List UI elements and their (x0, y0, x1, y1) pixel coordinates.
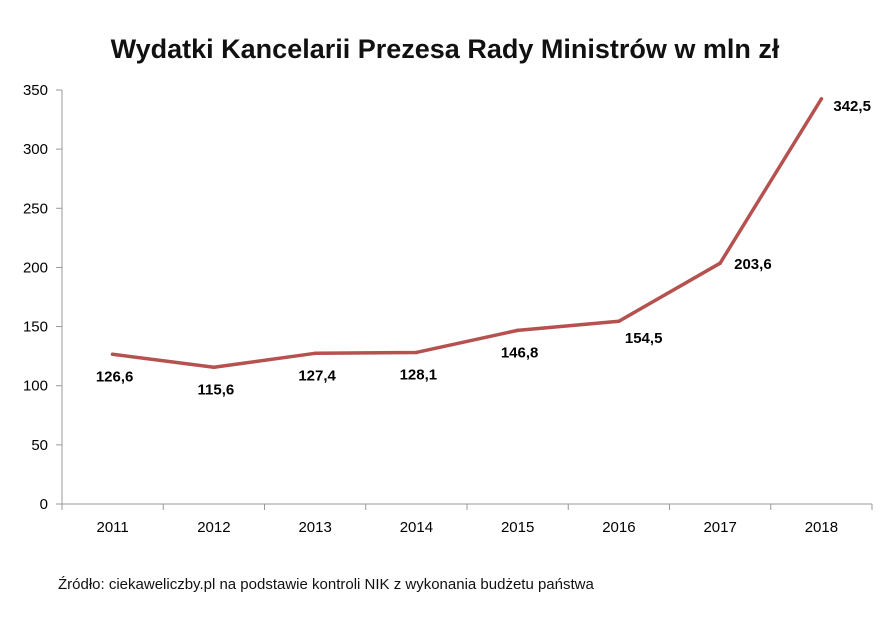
y-tick-label: 350 (23, 82, 48, 99)
y-tick-label: 300 (23, 141, 48, 158)
chart-title: Wydatki Kancelarii Prezesa Rady Ministró… (111, 34, 780, 64)
x-tick-label: 2012 (197, 519, 230, 536)
source-note: Źródło: ciekaweliczby.pl na podstawie ko… (58, 576, 594, 593)
series-layer (110, 97, 824, 370)
y-tick-label: 0 (40, 496, 48, 513)
y-axis: 0 50 100 150 200 250 300 350 (23, 82, 63, 513)
x-tick-label: 2018 (805, 519, 838, 536)
data-label: 115,6 (198, 381, 235, 398)
x-tick-label: 2014 (400, 519, 433, 536)
data-point (819, 97, 824, 101)
data-label: 127,4 (298, 367, 336, 384)
series-line (110, 97, 824, 370)
y-tick-label: 250 (23, 200, 48, 217)
y-tick-label: 200 (23, 259, 48, 276)
data-point (414, 350, 419, 355)
data-label: 154,5 (625, 330, 663, 347)
x-tick-label: 2017 (703, 519, 736, 536)
data-label: 126,6 (96, 368, 134, 385)
data-point (515, 328, 520, 333)
y-tick-label: 50 (31, 437, 48, 454)
data-point (617, 319, 621, 324)
data-point (110, 352, 115, 357)
x-tick-label: 2015 (501, 519, 534, 536)
data-label: 342,5 (833, 98, 871, 115)
x-tick-label: 2016 (602, 519, 635, 536)
y-tick-label: 150 (23, 319, 48, 336)
data-label: 128,1 (400, 366, 438, 383)
x-axis: 2011 2012 2013 2014 2015 2016 2017 2018 (61, 503, 873, 536)
data-point (718, 261, 722, 265)
data-point (212, 365, 216, 370)
data-label: 146,8 (501, 344, 539, 361)
y-tick-label: 100 (23, 378, 48, 395)
data-labels: 126,6 115,6 127,4 128,1 146,8 154,5 203,6 342,5 (96, 98, 871, 398)
data-point (313, 351, 317, 356)
data-label: 203,6 (734, 256, 772, 273)
x-tick-label: 2013 (298, 519, 331, 536)
x-tick-label: 2011 (96, 519, 128, 536)
